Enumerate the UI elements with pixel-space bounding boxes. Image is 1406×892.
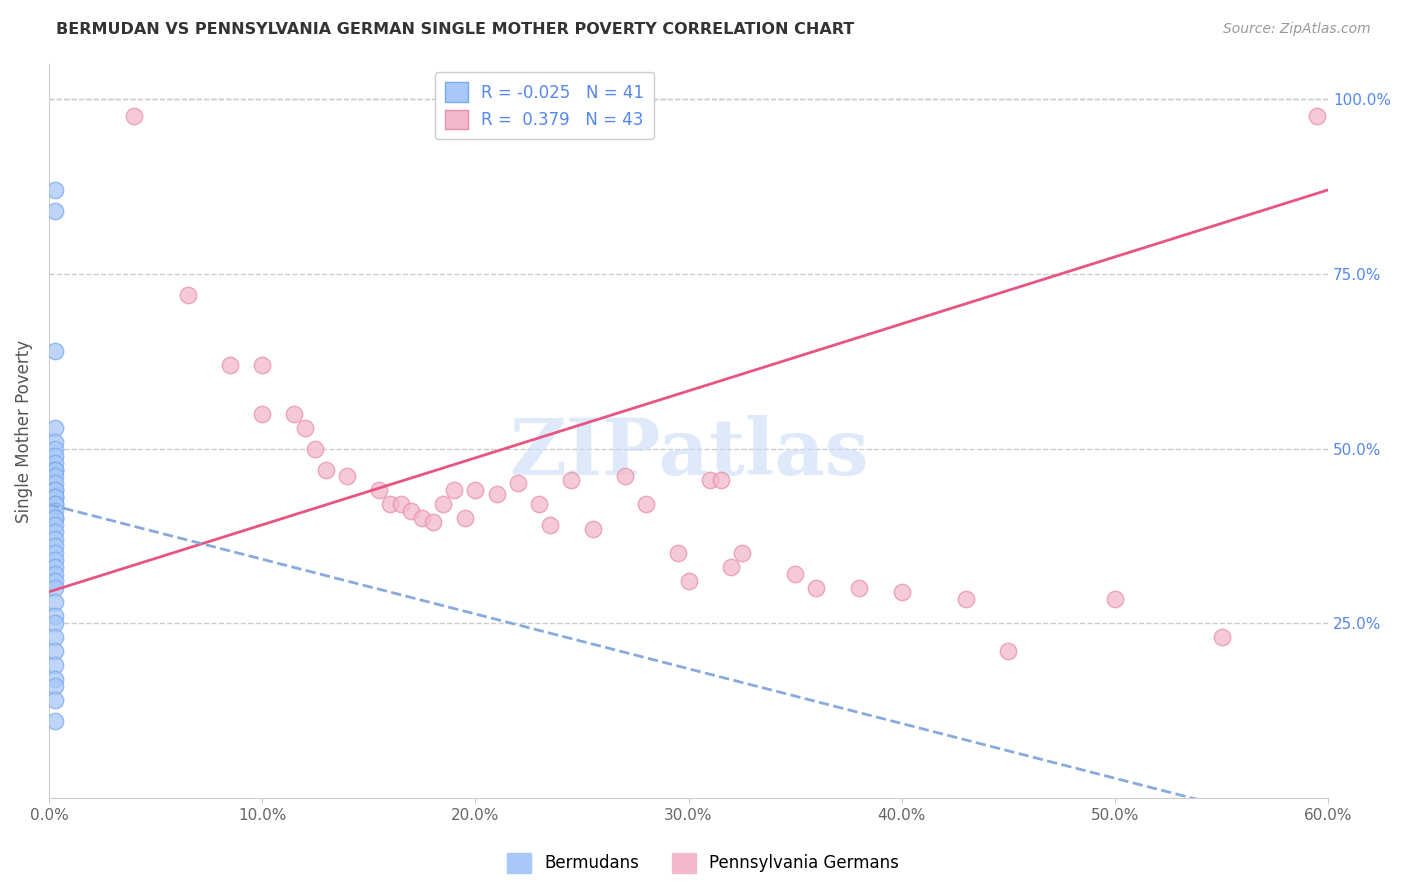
Point: [806, 582, 828, 596]
Point: [176, 287, 198, 301]
Point: [44, 525, 66, 540]
Point: [304, 442, 326, 456]
Point: [315, 462, 337, 476]
Point: [720, 560, 742, 574]
Point: [294, 420, 316, 434]
Point: [44, 442, 66, 456]
Legend: R = -0.025   N = 41, R =  0.379   N = 43: R = -0.025 N = 41, R = 0.379 N = 43: [434, 72, 654, 139]
Point: [44, 679, 66, 693]
Point: [44, 449, 66, 463]
Point: [666, 546, 689, 560]
Point: [44, 498, 66, 512]
Point: [44, 183, 66, 197]
Point: [44, 567, 66, 582]
Point: [699, 473, 721, 487]
Point: [44, 582, 66, 596]
Point: [1306, 110, 1329, 124]
Point: [1104, 591, 1126, 606]
Point: [44, 533, 66, 547]
Point: [955, 591, 977, 606]
Point: [678, 574, 700, 589]
Point: [44, 518, 66, 533]
Point: [219, 358, 242, 372]
Point: [485, 487, 508, 501]
Point: [44, 434, 66, 449]
Point: [890, 585, 912, 599]
Point: [283, 407, 305, 421]
Point: [454, 511, 477, 525]
Point: [506, 476, 529, 491]
Point: [411, 511, 433, 525]
Point: [44, 203, 66, 218]
Point: [731, 546, 754, 560]
Point: [44, 511, 66, 525]
Point: [44, 504, 66, 518]
Point: [44, 462, 66, 476]
Point: [44, 672, 66, 686]
Legend: Bermudans, Pennsylvania Germans: Bermudans, Pennsylvania Germans: [501, 847, 905, 880]
Point: [44, 511, 66, 525]
Point: [250, 358, 273, 372]
Point: [250, 407, 273, 421]
Point: [1211, 630, 1233, 644]
Point: [368, 483, 391, 498]
Point: [529, 498, 551, 512]
Point: [336, 469, 359, 483]
Point: [44, 714, 66, 728]
Point: [581, 522, 603, 536]
Point: [44, 483, 66, 498]
Point: [44, 483, 66, 498]
Point: [44, 616, 66, 631]
Point: [44, 469, 66, 483]
Point: [44, 491, 66, 505]
Y-axis label: Single Mother Poverty: Single Mother Poverty: [15, 340, 32, 523]
Point: [378, 498, 401, 512]
Point: [44, 644, 66, 658]
Point: [44, 498, 66, 512]
Point: [44, 476, 66, 491]
Point: [44, 343, 66, 358]
Text: Source: ZipAtlas.com: Source: ZipAtlas.com: [1223, 22, 1371, 37]
Point: [464, 483, 486, 498]
Point: [709, 473, 731, 487]
Point: [44, 462, 66, 476]
Point: [997, 644, 1019, 658]
Point: [634, 498, 657, 512]
Text: BERMUDAN VS PENNSYLVANIA GERMAN SINGLE MOTHER POVERTY CORRELATION CHART: BERMUDAN VS PENNSYLVANIA GERMAN SINGLE M…: [56, 22, 855, 37]
Point: [432, 498, 454, 512]
Point: [44, 540, 66, 554]
Point: [44, 630, 66, 644]
Point: [389, 498, 412, 512]
Text: ZIPatlas: ZIPatlas: [509, 415, 869, 491]
Point: [422, 515, 444, 529]
Point: [44, 553, 66, 567]
Point: [44, 693, 66, 707]
Point: [44, 658, 66, 673]
Point: [44, 609, 66, 624]
Point: [443, 483, 465, 498]
Point: [44, 560, 66, 574]
Point: [560, 473, 582, 487]
Point: [44, 456, 66, 470]
Point: [44, 420, 66, 434]
Point: [401, 504, 423, 518]
Point: [122, 110, 145, 124]
Point: [785, 567, 807, 582]
Point: [613, 469, 636, 483]
Point: [848, 582, 870, 596]
Point: [44, 595, 66, 609]
Point: [538, 518, 561, 533]
Point: [44, 546, 66, 560]
Point: [44, 491, 66, 505]
Point: [44, 574, 66, 589]
